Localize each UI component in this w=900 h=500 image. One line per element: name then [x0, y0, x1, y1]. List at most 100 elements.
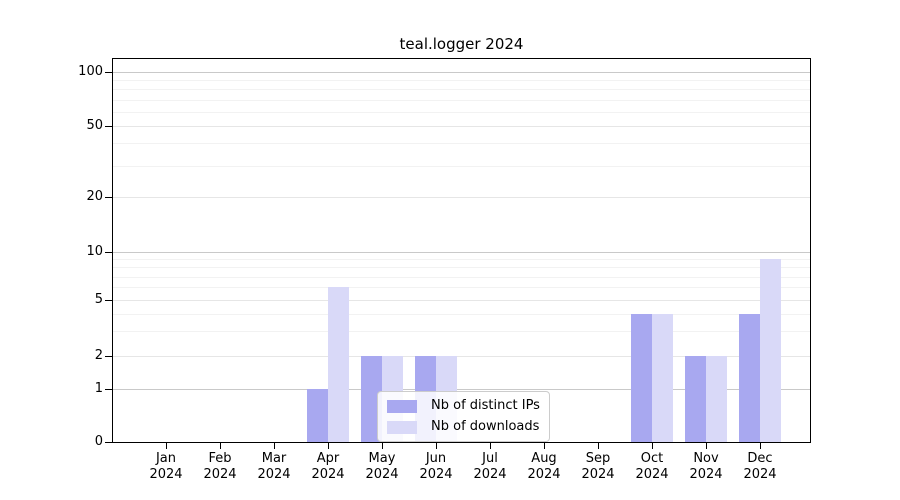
bar-distinct-ips	[361, 356, 382, 442]
legend: Nb of distinct IPs Nb of downloads	[377, 391, 550, 442]
legend-row: Nb of downloads	[387, 419, 540, 435]
minor-gridline	[113, 89, 810, 91]
x-tick-label: Nov 2024	[677, 451, 735, 483]
y-tick-label: 0	[94, 434, 103, 449]
x-tick-label: May 2024	[353, 451, 411, 483]
plot-area	[112, 58, 811, 443]
legend-row: Nb of distinct IPs	[387, 398, 540, 414]
legend-label: Nb of downloads	[431, 419, 540, 434]
x-tick-label: Oct 2024	[623, 451, 681, 483]
x-tick-label: Mar 2024	[245, 451, 303, 483]
x-tick-label: Jun 2024	[407, 451, 465, 483]
x-tick-year: 2024	[419, 467, 453, 482]
major-gridline	[113, 300, 810, 301]
minor-gridline	[113, 287, 810, 289]
chart-title: teal.logger 2024	[399, 35, 524, 53]
minor-gridline	[113, 143, 810, 145]
x-tick-month: Feb	[208, 451, 232, 466]
major-gridline	[113, 356, 810, 357]
bar-distinct-ips	[739, 313, 760, 442]
x-tick-mark	[490, 443, 491, 449]
y-tick-mark	[105, 300, 112, 301]
bar-downloads	[652, 313, 673, 442]
minor-gridline	[113, 165, 810, 167]
x-tick-month: Aug	[531, 451, 557, 466]
bar-distinct-ips	[307, 389, 328, 442]
x-tick-month: May	[368, 451, 396, 466]
x-tick-year: 2024	[365, 467, 399, 482]
x-tick-mark	[652, 443, 653, 449]
bar-downloads	[328, 287, 349, 442]
x-tick-label: Sep 2024	[569, 451, 627, 483]
bar-downloads	[760, 259, 781, 442]
x-tick-label: Feb 2024	[191, 451, 249, 483]
minor-gridline	[113, 276, 810, 278]
x-tick-month: Mar	[261, 451, 287, 466]
x-tick-month: Jan	[155, 451, 177, 466]
x-tick-label: Aug 2024	[515, 451, 573, 483]
y-tick-mark	[105, 126, 112, 127]
minor-gridline	[113, 99, 810, 101]
x-tick-mark	[274, 443, 275, 449]
minor-gridline	[113, 267, 810, 269]
major-gridline	[113, 197, 810, 198]
x-tick-month: Jun	[425, 451, 447, 466]
y-tick-label: 20	[86, 189, 103, 204]
minor-gridline	[113, 259, 810, 261]
x-tick-label: Jan 2024	[137, 451, 195, 483]
x-tick-mark	[706, 443, 707, 449]
x-tick-month: Apr	[316, 451, 340, 466]
y-tick-mark	[105, 356, 112, 357]
x-tick-mark	[598, 443, 599, 449]
legend-label: Nb of distinct IPs	[431, 398, 540, 413]
y-tick-label: 100	[78, 64, 103, 79]
minor-gridline	[113, 80, 810, 82]
bar-distinct-ips	[631, 313, 652, 442]
bar-distinct-ips	[685, 356, 706, 442]
major-gridline	[113, 389, 810, 390]
x-tick-month: Nov	[693, 451, 719, 466]
x-tick-year: 2024	[311, 467, 345, 482]
x-tick-mark	[382, 443, 383, 449]
x-tick-month: Oct	[640, 451, 664, 466]
x-tick-year: 2024	[257, 467, 291, 482]
x-tick-mark	[220, 443, 221, 449]
y-tick-label: 2	[94, 348, 103, 363]
y-tick-label: 10	[86, 244, 103, 259]
x-tick-month: Jul	[482, 451, 498, 466]
x-tick-label: Apr 2024	[299, 451, 357, 483]
x-tick-label: Jul 2024	[461, 451, 519, 483]
minor-gridline	[113, 331, 810, 333]
x-tick-year: 2024	[203, 467, 237, 482]
x-tick-month: Sep	[585, 451, 611, 466]
x-tick-year: 2024	[473, 467, 507, 482]
legend-swatch-distinct-ips	[387, 399, 417, 413]
x-tick-year: 2024	[743, 467, 777, 482]
minor-gridline	[113, 313, 810, 315]
bar-downloads	[706, 356, 727, 442]
x-tick-year: 2024	[635, 467, 669, 482]
x-tick-mark	[328, 443, 329, 449]
x-tick-label: Dec 2024	[731, 451, 789, 483]
x-tick-month: Dec	[747, 451, 773, 466]
x-tick-year: 2024	[689, 467, 723, 482]
y-tick-label: 5	[94, 292, 103, 307]
x-tick-mark	[436, 443, 437, 449]
x-tick-mark	[166, 443, 167, 449]
y-tick-label: 1	[94, 381, 103, 396]
x-tick-year: 2024	[527, 467, 561, 482]
x-tick-year: 2024	[581, 467, 615, 482]
major-gridline	[113, 72, 810, 73]
major-gridline	[113, 252, 810, 253]
y-tick-mark	[105, 442, 112, 443]
y-tick-label: 50	[86, 118, 103, 133]
major-gridline	[113, 126, 810, 127]
y-tick-mark	[105, 72, 112, 73]
x-tick-mark	[760, 443, 761, 449]
x-tick-mark	[544, 443, 545, 449]
y-tick-mark	[105, 389, 112, 390]
y-tick-mark	[105, 252, 112, 253]
x-tick-year: 2024	[149, 467, 183, 482]
y-tick-mark	[105, 197, 112, 198]
